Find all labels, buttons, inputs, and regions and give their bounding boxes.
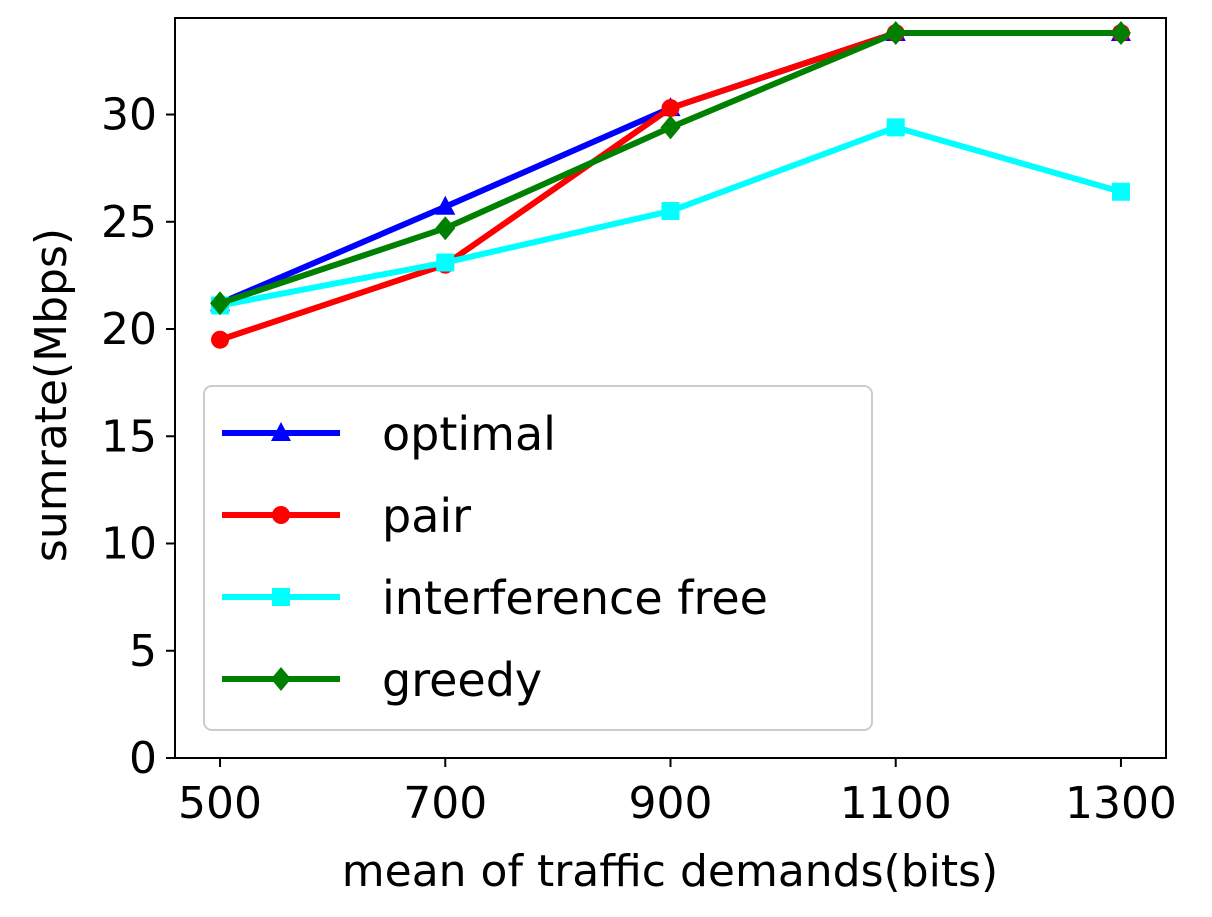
legend-label-pair: pair — [382, 489, 471, 543]
legend-label-optimal: optimal — [382, 407, 556, 461]
legend-box — [203, 385, 873, 731]
y-tick-label: 20 — [101, 304, 157, 355]
legend-marker-pair — [272, 506, 290, 524]
data-point-greedy — [1110, 21, 1131, 46]
legend-marker-optimal — [271, 422, 291, 441]
x-tick-label: 500 — [178, 778, 262, 829]
legend-marker-greedy — [271, 667, 291, 691]
x-tick-label: 700 — [403, 778, 487, 829]
data-point-optimal — [435, 195, 456, 215]
data-point-greedy — [210, 291, 231, 316]
data-point-greedy — [885, 21, 906, 46]
y-tick-label: 10 — [101, 519, 157, 570]
x-tick-label: 900 — [629, 778, 713, 829]
data-point-interference-free — [886, 118, 905, 137]
legend: optimal pair interference free greedy — [203, 385, 873, 731]
legend-label-interference-free: interference free — [382, 571, 768, 625]
data-point-interference-free — [1111, 182, 1130, 201]
y-tick-label: 15 — [101, 411, 157, 462]
data-point-interference-free — [436, 253, 455, 272]
y-tick-label: 30 — [101, 90, 157, 141]
legend-label-greedy: greedy — [382, 653, 542, 707]
data-point-pair — [661, 99, 680, 118]
y-axis-label: sumrate(Mbps) — [26, 228, 77, 562]
x-tick-label: 1300 — [1065, 778, 1177, 829]
y-axis: 0 5 10 15 20 25 30 — [101, 90, 175, 784]
data-point-interference-free — [661, 202, 680, 221]
x-tick-label: 1100 — [840, 778, 952, 829]
legend-marker-interference-free — [272, 588, 290, 606]
y-tick-label: 0 — [129, 733, 157, 784]
data-point-greedy — [660, 115, 681, 140]
x-axis: 500 700 900 1100 1300 — [178, 758, 1177, 829]
data-point-greedy — [435, 216, 456, 241]
data-point-pair — [211, 330, 230, 349]
y-tick-label: 25 — [101, 197, 157, 248]
series-layer — [210, 21, 1131, 349]
x-axis-label: mean of traffic demands(bits) — [342, 846, 998, 897]
y-tick-label: 5 — [129, 626, 157, 677]
